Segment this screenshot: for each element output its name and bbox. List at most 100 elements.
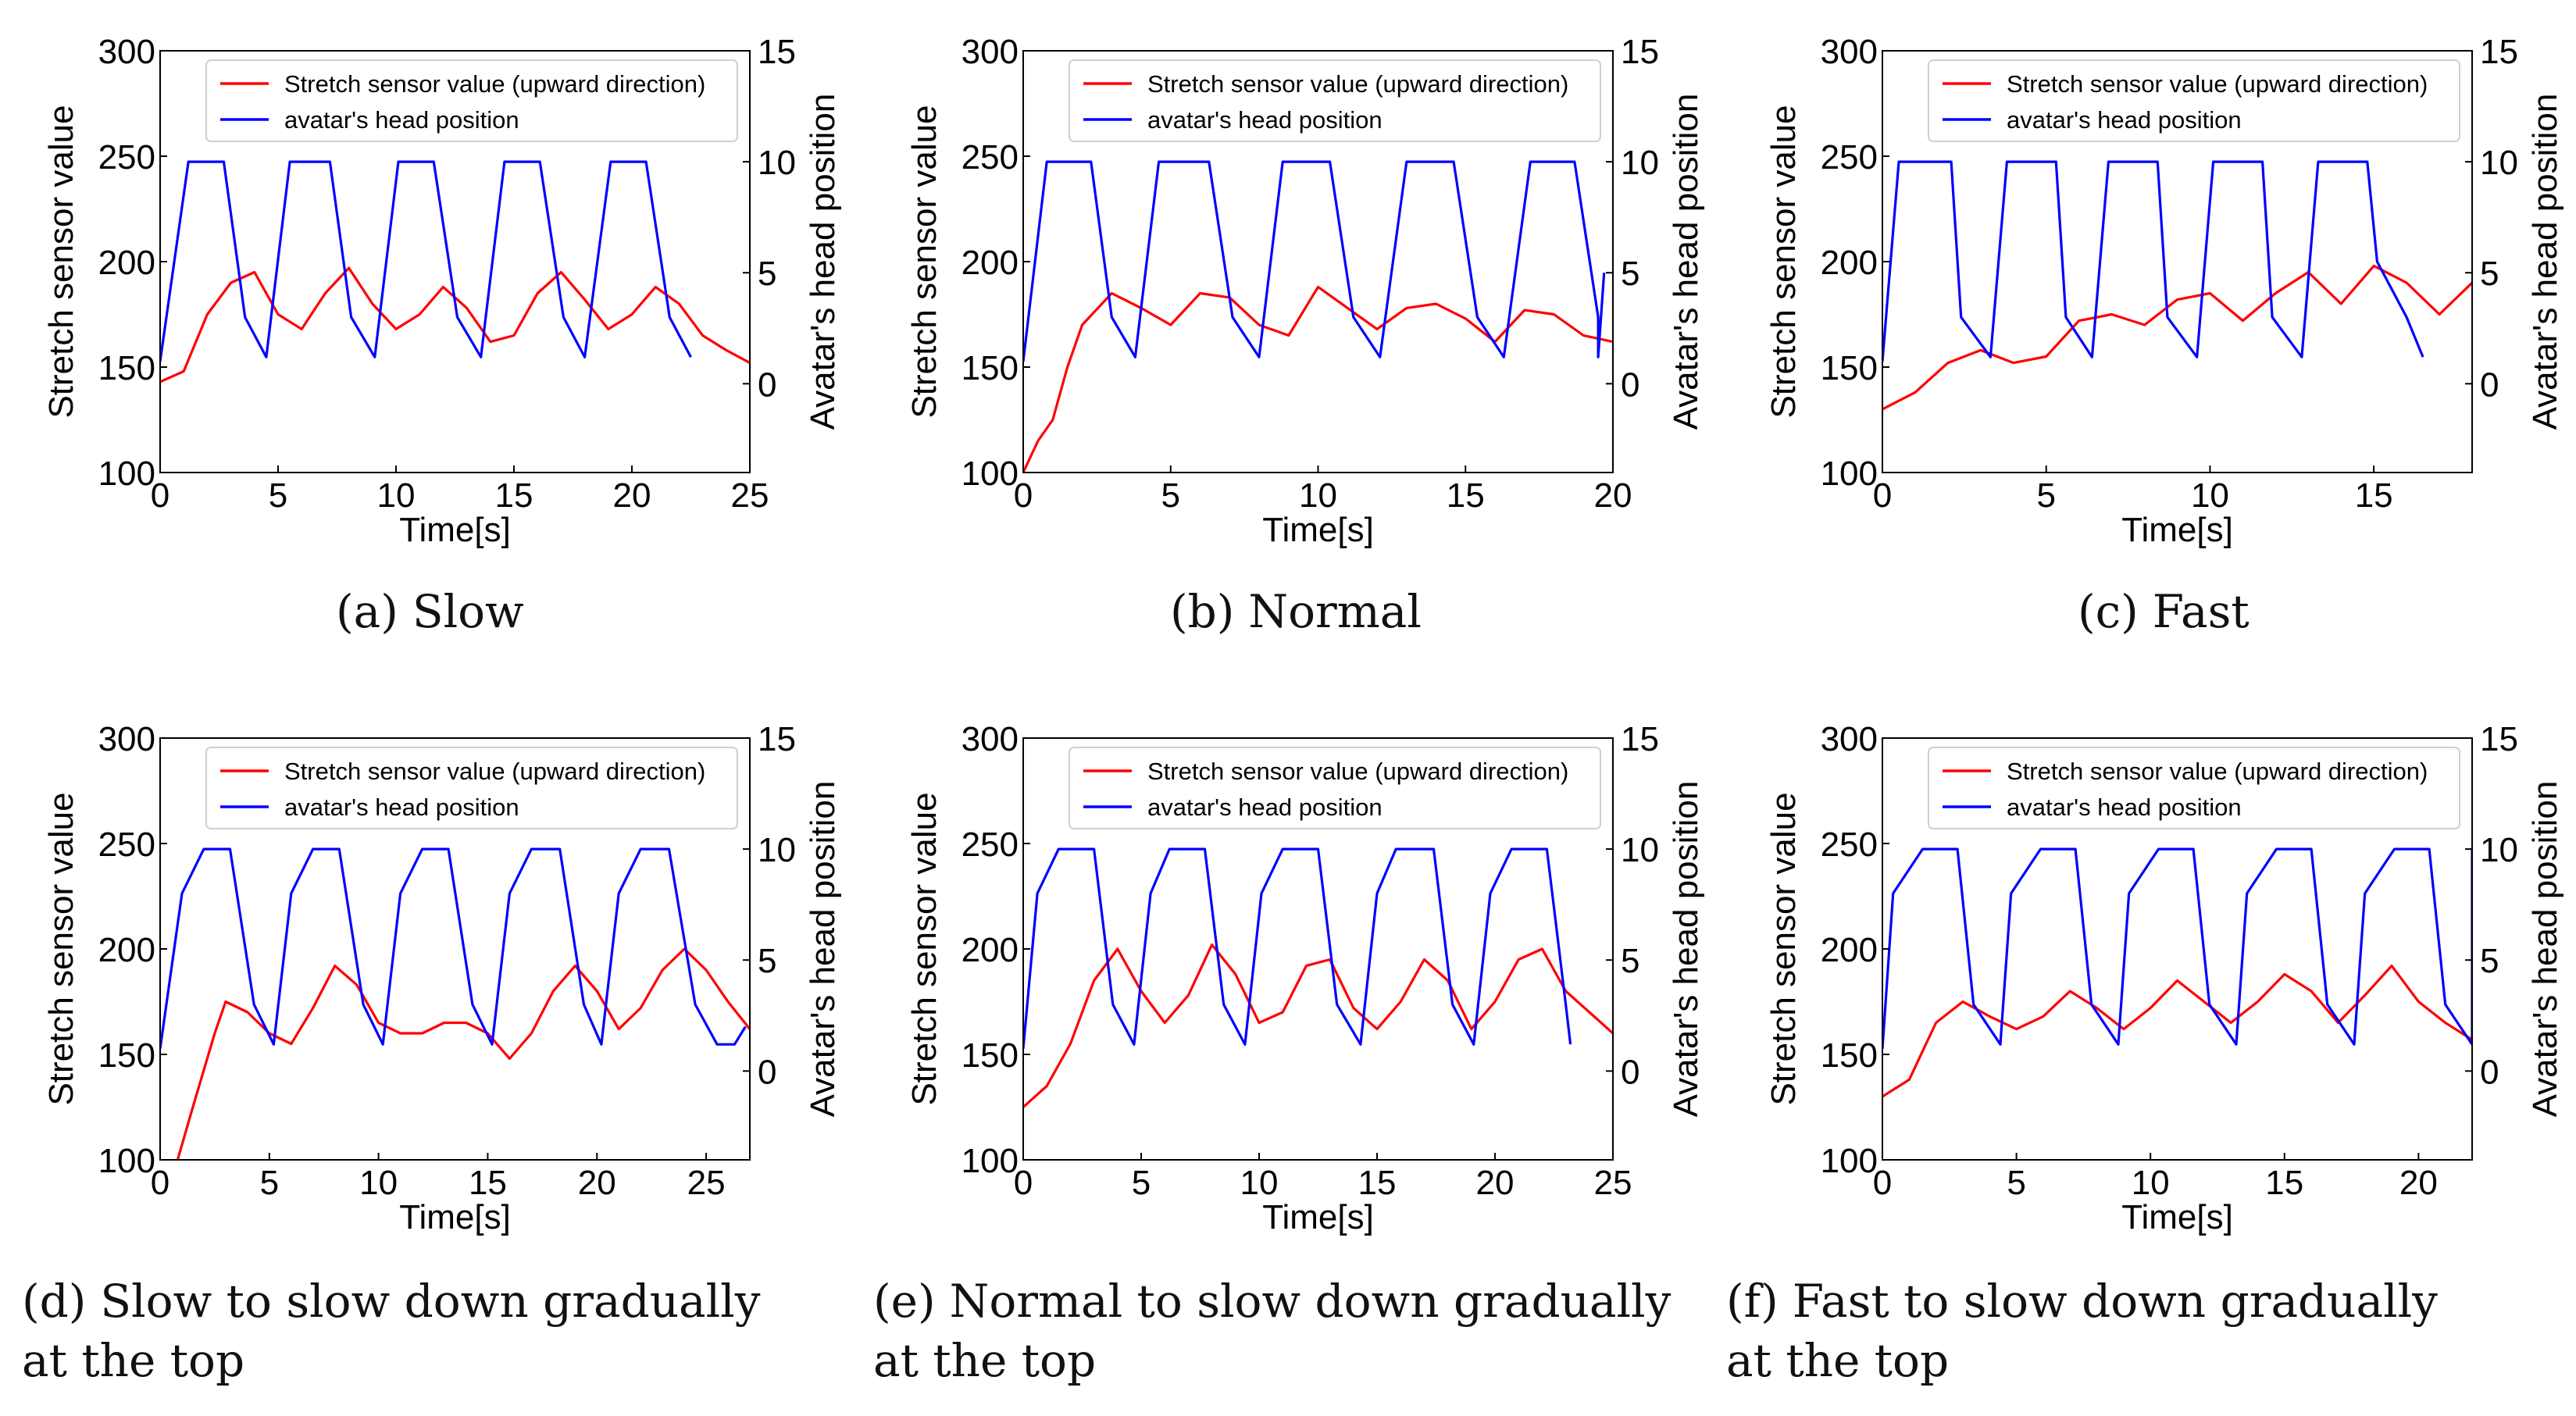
- y-tick-label-left: 100: [962, 455, 1019, 493]
- y-tick-label-left: 300: [98, 33, 155, 71]
- legend-box: [1069, 747, 1601, 829]
- y-axis-label-left: Stretch sensor value: [1764, 105, 1803, 418]
- y-tick-label-right: 10: [758, 144, 796, 182]
- y-tick-label-left: 150: [1821, 1036, 1878, 1075]
- caption-label: (f): [1726, 1275, 1779, 1328]
- x-tick-label: 15: [2355, 476, 2393, 515]
- x-tick-label: 0: [1873, 1164, 1892, 1202]
- x-tick-label: 10: [2132, 1164, 2170, 1202]
- y-tick-label-left: 200: [98, 244, 155, 282]
- y-tick-label-right: 5: [2480, 942, 2499, 980]
- y-tick-label-left: 300: [1821, 720, 1878, 758]
- caption-e: (e) Normal to slow down gradually at the …: [873, 1272, 1671, 1390]
- x-axis-label: Time[s]: [399, 511, 511, 549]
- caption-text: Fast: [2152, 585, 2250, 638]
- y-tick-label-left: 100: [1821, 455, 1878, 493]
- caption-line1: Normal to slow down gradually: [949, 1275, 1672, 1328]
- legend-label: avatar's head position: [2007, 106, 2242, 134]
- chart-b-normal: 0 5 10 15 20 100 150 200 250 300 0 5 10 15 Time[s] Stre…: [905, 33, 1705, 549]
- x-tick-label: 5: [1161, 476, 1180, 515]
- x-tick-label: 15: [1358, 1164, 1397, 1202]
- legend-label: avatar's head position: [284, 106, 519, 134]
- y-tick-label-right: 15: [2480, 720, 2518, 758]
- y-tick-label-left: 150: [1821, 349, 1878, 387]
- x-tick-label: 0: [1873, 476, 1892, 515]
- y-tick-label-left: 200: [962, 931, 1019, 969]
- head-position-series-line: [160, 160, 692, 362]
- x-tick-label: 0: [1014, 476, 1033, 515]
- y-tick-label-left: 150: [98, 349, 155, 387]
- sensor-series-line: [1023, 285, 1613, 473]
- legend-label: avatar's head position: [2007, 794, 2242, 821]
- x-tick-label: 20: [1476, 1164, 1515, 1202]
- x-tick-label: 0: [151, 476, 169, 515]
- y-axis-label-right: Avatar's head position: [1667, 781, 1705, 1118]
- head-position-series-line: [1023, 160, 1606, 362]
- y-tick-label-left: 250: [98, 138, 155, 177]
- x-tick-label: 5: [1132, 1164, 1151, 1202]
- y-tick-label-left: 150: [98, 1036, 155, 1075]
- x-tick-label: 10: [377, 476, 416, 515]
- y-tick-label-right: 5: [758, 255, 776, 293]
- caption-label: (d): [22, 1275, 87, 1328]
- chart-a-slow: 0 5 10 15 20 25100150200250300051015Time[s]St…: [42, 33, 842, 549]
- legend-box: [1928, 747, 2460, 829]
- x-tick-label: 0: [151, 1164, 169, 1202]
- y-tick-label-left: 100: [98, 455, 155, 493]
- caption-f: (f) Fast to slow down gradually at the to…: [1726, 1272, 2438, 1390]
- head-position-series-line: [160, 847, 747, 1050]
- y-tick-label-right: 15: [758, 720, 796, 758]
- y-axis-label-right: Avatar's head position: [2526, 781, 2564, 1118]
- x-tick-label: 20: [613, 476, 651, 515]
- y-tick-label-right: 0: [2480, 366, 2499, 404]
- y-tick-label-left: 100: [98, 1142, 155, 1180]
- sensor-series-line: [176, 947, 750, 1160]
- legend-label: Stretch sensor value (upward direction): [2007, 758, 2428, 785]
- x-axis-label: Time[s]: [399, 1198, 511, 1236]
- y-tick-label-left: 100: [962, 1142, 1019, 1180]
- y-tick-label-left: 300: [98, 720, 155, 758]
- y-tick-label-right: 0: [758, 366, 776, 404]
- caption-c: (c) Fast: [2078, 582, 2250, 641]
- y-tick-label-left: 300: [962, 33, 1019, 71]
- sensor-series-line: [1882, 264, 2472, 411]
- x-tick-label: 15: [469, 1164, 507, 1202]
- y-axis-label-left: Stretch sensor value: [905, 792, 944, 1105]
- legend-label: Stretch sensor value (upward direction): [1147, 758, 1568, 785]
- head-position-series-line: [1882, 847, 2472, 1050]
- head-position-series-line: [1023, 847, 1572, 1050]
- legend-label: Stretch sensor value (upward direction): [284, 758, 705, 785]
- y-tick-label-right: 10: [1621, 144, 1659, 182]
- y-tick-label-left: 300: [1821, 33, 1878, 71]
- sensor-series-line: [1882, 965, 2472, 1098]
- x-axis-label: Time[s]: [2121, 1198, 2233, 1236]
- x-axis-label: Time[s]: [2121, 511, 2233, 549]
- y-tick-label-left: 200: [1821, 244, 1878, 282]
- caption-label: (a): [336, 585, 398, 638]
- caption-b: (b) Normal: [1170, 582, 1422, 641]
- caption-line2: at the top: [1726, 1334, 1950, 1387]
- y-tick-label-right: 10: [758, 831, 796, 869]
- caption-label: (c): [2078, 585, 2139, 638]
- caption-d: (d) Slow to slow down gradually at the to…: [22, 1272, 761, 1390]
- y-tick-label-left: 200: [1821, 931, 1878, 969]
- y-tick-label-right: 10: [1621, 831, 1659, 869]
- x-tick-label: 5: [2036, 476, 2055, 515]
- x-tick-label: 10: [1299, 476, 1337, 515]
- y-axis-label-right: Avatar's head position: [804, 781, 842, 1118]
- x-tick-label: 5: [269, 476, 287, 515]
- y-tick-label-left: 250: [962, 138, 1019, 177]
- y-axis-label-left: Stretch sensor value: [905, 105, 944, 418]
- x-tick-label: 25: [687, 1164, 726, 1202]
- legend-label: avatar's head position: [1147, 794, 1383, 821]
- legend-box: [1928, 59, 2460, 142]
- y-axis-label-left: Stretch sensor value: [1764, 792, 1803, 1105]
- y-tick-label-left: 200: [962, 244, 1019, 282]
- caption-a: (a) Slow: [336, 582, 524, 641]
- legend-label: avatar's head position: [284, 794, 519, 821]
- sensor-series-line: [1023, 943, 1613, 1108]
- y-tick-label-right: 15: [1621, 720, 1659, 758]
- x-axis-label: Time[s]: [1262, 1198, 1374, 1236]
- legend-box: [1069, 59, 1601, 142]
